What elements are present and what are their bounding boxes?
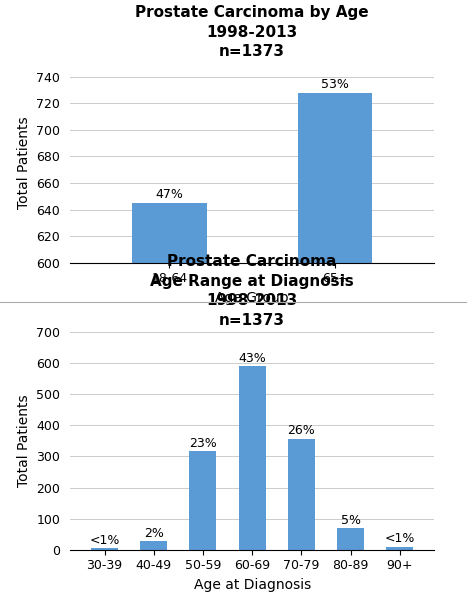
Bar bbox=[132, 203, 206, 604]
Bar bbox=[190, 451, 217, 550]
Text: 5%: 5% bbox=[340, 513, 361, 527]
X-axis label: Age Group: Age Group bbox=[215, 291, 289, 305]
Text: 26%: 26% bbox=[288, 424, 315, 437]
Y-axis label: Total Patients: Total Patients bbox=[17, 117, 31, 210]
Y-axis label: Total Patients: Total Patients bbox=[17, 394, 31, 487]
Bar bbox=[337, 528, 364, 550]
Bar bbox=[298, 92, 372, 604]
Text: 43%: 43% bbox=[238, 352, 266, 364]
Text: <1%: <1% bbox=[385, 532, 415, 545]
Bar bbox=[140, 541, 167, 550]
Text: 23%: 23% bbox=[189, 437, 217, 450]
Text: 2%: 2% bbox=[144, 527, 163, 540]
Title: Prostate Carcinoma
Age Range at Diagnosis
1998-2013
n=1373: Prostate Carcinoma Age Range at Diagnosi… bbox=[150, 254, 354, 328]
Title: Prostate Carcinoma by Age
1998-2013
n=1373: Prostate Carcinoma by Age 1998-2013 n=13… bbox=[135, 5, 369, 59]
Text: 47%: 47% bbox=[156, 188, 184, 201]
Bar bbox=[386, 547, 413, 550]
Bar bbox=[288, 439, 315, 550]
Bar bbox=[239, 366, 266, 550]
X-axis label: Age at Diagnosis: Age at Diagnosis bbox=[193, 578, 311, 592]
Bar bbox=[91, 548, 118, 550]
Text: <1%: <1% bbox=[89, 534, 120, 547]
Text: 53%: 53% bbox=[321, 78, 349, 91]
